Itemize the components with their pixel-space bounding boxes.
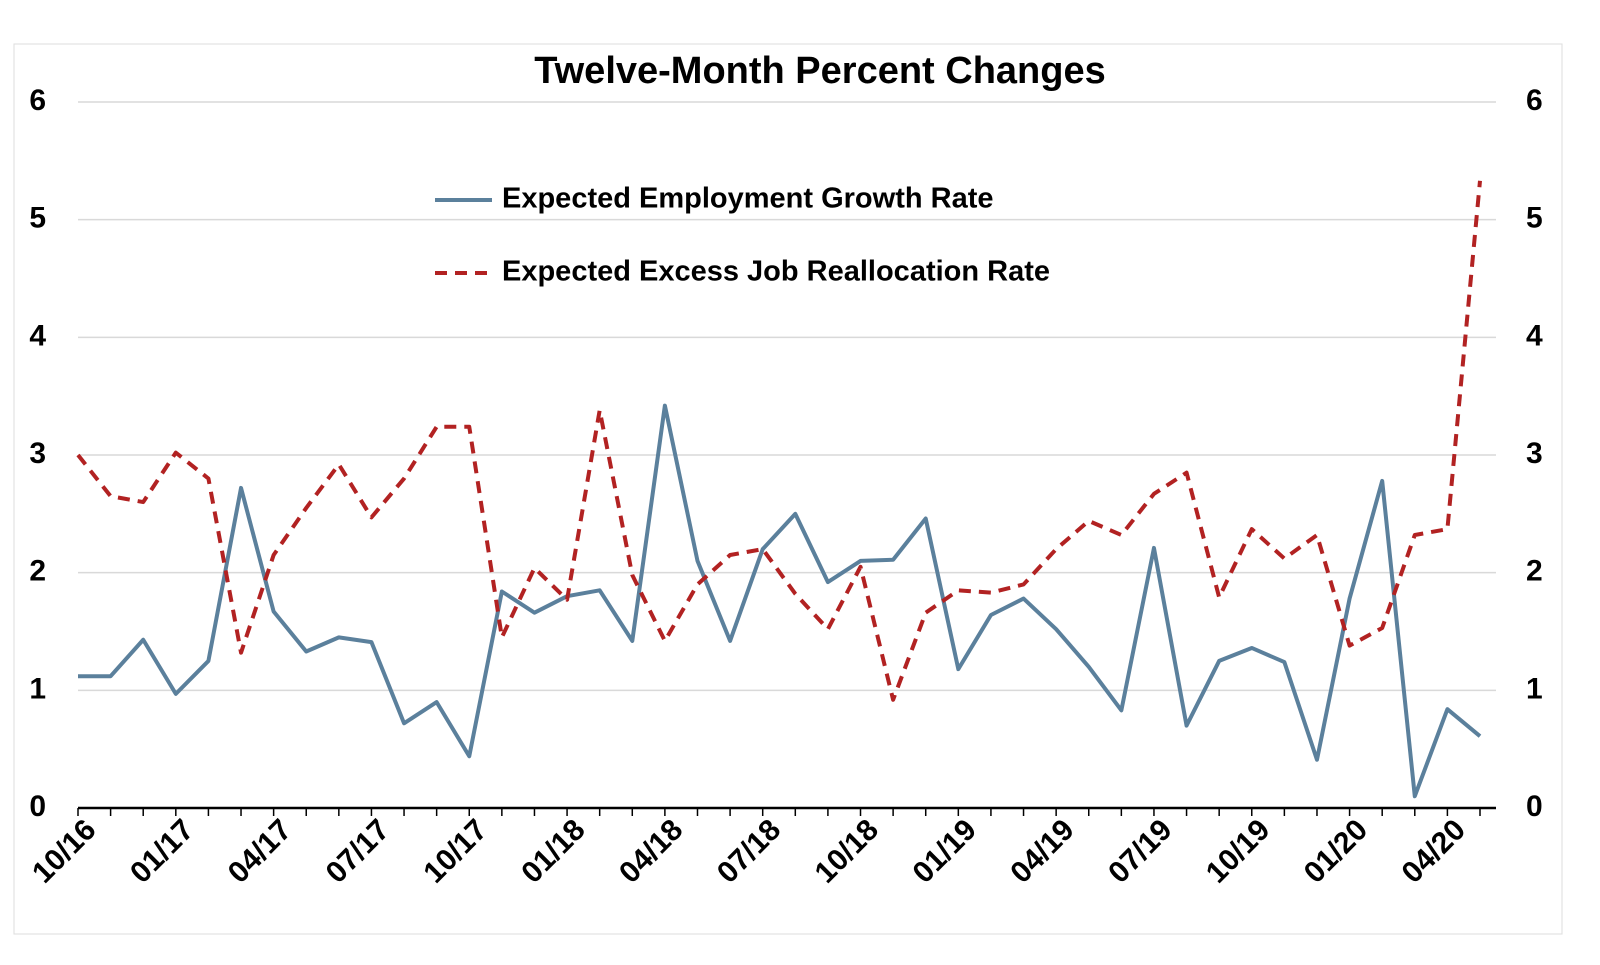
y-tick-label: 4 xyxy=(29,319,46,352)
y-tick-label: 2 xyxy=(29,555,46,588)
x-tick-label: 04/18 xyxy=(613,813,689,889)
x-tick-label: 07/18 xyxy=(711,813,787,889)
x-tick-label: 10/18 xyxy=(809,813,885,889)
chart-frame xyxy=(13,43,1563,935)
y2-tick-label: 1 xyxy=(1526,672,1543,705)
x-tick-label: 04/17 xyxy=(222,813,298,889)
y2-tick-label: 5 xyxy=(1526,202,1543,235)
y2-tick-label: 3 xyxy=(1526,437,1543,470)
series-line xyxy=(78,403,1482,799)
y-tick-label: 6 xyxy=(29,84,46,117)
x-tick-label: 10/16 xyxy=(26,813,102,889)
x-tick-label: 07/17 xyxy=(320,813,396,889)
x-tick-label: 10/17 xyxy=(417,813,493,889)
y-tick-label: 0 xyxy=(29,790,46,823)
y-tick-label: 3 xyxy=(29,437,46,470)
y2-tick-label: 2 xyxy=(1526,555,1543,588)
x-tick-label: 01/18 xyxy=(515,813,591,889)
x-tick-label: 01/19 xyxy=(906,813,982,889)
y2-tick-label: 0 xyxy=(1526,790,1543,823)
series-line xyxy=(76,180,1482,702)
y-tick-label: 5 xyxy=(29,202,46,235)
x-tick-label: 04/20 xyxy=(1396,813,1472,889)
legend-label: Expected Excess Job Reallocation Rate xyxy=(502,256,1050,288)
x-tick-label: 04/19 xyxy=(1004,813,1080,889)
y-tick-label: 1 xyxy=(29,672,46,705)
legend-label: Expected Employment Growth Rate xyxy=(502,183,994,215)
y2-tick-label: 6 xyxy=(1526,84,1543,117)
x-tick-label: 10/19 xyxy=(1200,813,1276,889)
x-tick-label: 01/20 xyxy=(1298,813,1374,889)
x-tick-label: 07/19 xyxy=(1102,813,1178,889)
x-tick-label: 01/17 xyxy=(124,813,200,889)
y2-tick-label: 4 xyxy=(1526,319,1543,352)
chart-title: Twelve-Month Percent Changes xyxy=(534,50,1106,92)
